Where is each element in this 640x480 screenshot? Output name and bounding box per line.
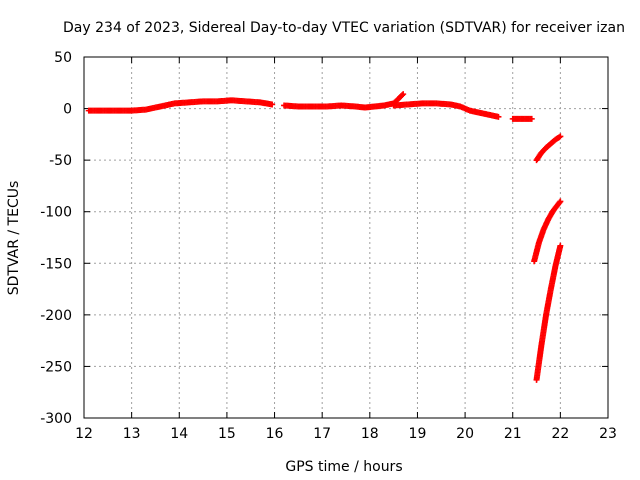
y-tick-label: -300 xyxy=(40,411,72,427)
series-segment-1 xyxy=(85,97,276,114)
series-segment-5 xyxy=(533,133,564,164)
y-axis-label: SDTVAR / TECUs xyxy=(6,181,22,296)
y-tick-label: 50 xyxy=(54,50,72,66)
y-tick-label: -100 xyxy=(40,205,72,221)
data-point xyxy=(269,101,276,108)
y-tick-label: -150 xyxy=(40,256,72,272)
grid-lines xyxy=(84,57,608,418)
series-segment-6 xyxy=(531,198,564,265)
x-tick-label: 13 xyxy=(123,426,141,442)
x-axis-label: GPS time / hours xyxy=(285,459,402,475)
x-tick-label: 15 xyxy=(218,426,236,442)
x-tick-label: 16 xyxy=(266,426,284,442)
x-tick-label: 17 xyxy=(313,426,331,442)
x-tick-label: 21 xyxy=(504,426,522,442)
data-point xyxy=(495,113,502,120)
y-tick-label: 0 xyxy=(63,102,72,118)
y-tick-label: -200 xyxy=(40,308,72,324)
x-tick-label: 19 xyxy=(409,426,427,442)
y-tick-label: -50 xyxy=(49,153,72,169)
data-point xyxy=(528,115,535,122)
x-tick-label: 14 xyxy=(170,426,188,442)
plot-frame xyxy=(83,56,609,419)
series-segment-7 xyxy=(533,242,564,383)
data-point xyxy=(557,242,564,249)
axis-ticks: 12 13 14 15 16 17 18 19 20 21 22 23 50 0 -50 -100 -150 -2… xyxy=(40,50,617,442)
x-tick-label: 23 xyxy=(599,426,617,442)
y-tick-label: -250 xyxy=(40,359,72,375)
data-point xyxy=(399,92,406,99)
series-segment-2 xyxy=(281,91,407,111)
data-point xyxy=(400,91,407,98)
data-point xyxy=(557,133,564,140)
x-tick-label: 18 xyxy=(361,426,379,442)
chart-title: Day 234 of 2023, Sidereal Day-to-day VTE… xyxy=(63,20,625,36)
x-tick-label: 12 xyxy=(75,426,93,442)
data-marks xyxy=(85,91,564,383)
series-segment-4 xyxy=(509,115,535,122)
x-tick-label: 20 xyxy=(456,426,474,442)
data-point xyxy=(557,198,564,205)
series-segment-3 xyxy=(390,100,502,120)
x-tick-label: 22 xyxy=(551,426,569,442)
